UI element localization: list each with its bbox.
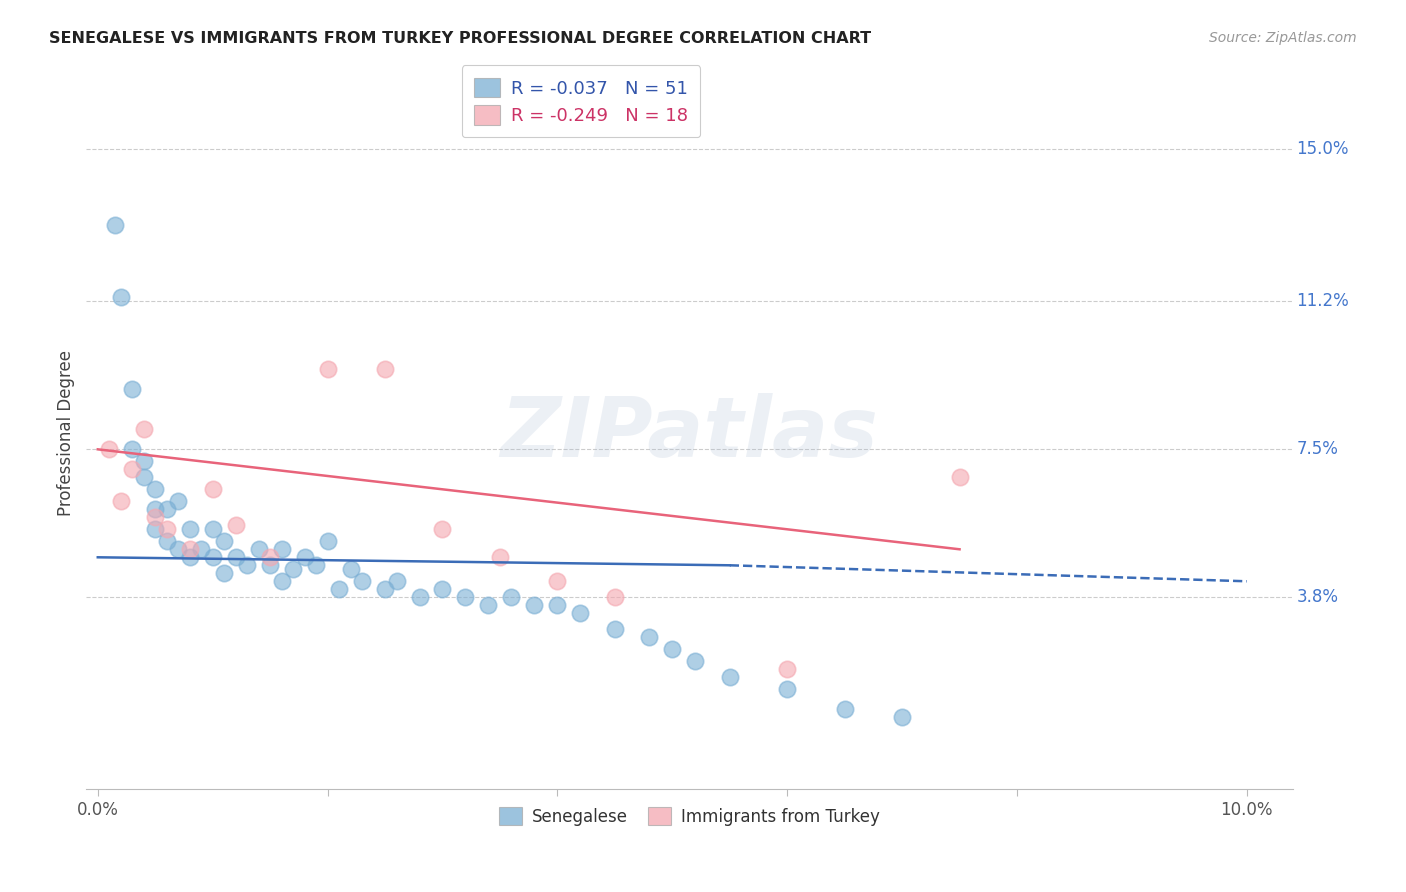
Point (408, 591, 430, 605)
Point (685, 654, 707, 668)
Text: Source: ZipAtlas.com: Source: ZipAtlas.com (1209, 31, 1357, 45)
Point (638, 630, 661, 644)
Point (132, 454, 155, 468)
Text: 11.2%: 11.2% (1296, 293, 1350, 310)
Point (212, 534, 235, 549)
Point (132, 422, 155, 436)
Point (432, 522, 454, 536)
Point (603, 622, 626, 636)
Point (776, 662, 799, 676)
Point (454, 591, 477, 605)
Point (179, 550, 201, 565)
Point (212, 566, 235, 581)
Point (156, 522, 179, 536)
Text: SENEGALESE VS IMMIGRANTS FROM TURKEY PROFESSIONAL DEGREE CORRELATION CHART: SENEGALESE VS IMMIGRANTS FROM TURKEY PRO… (49, 31, 872, 46)
Point (104, 219, 127, 233)
Point (501, 591, 523, 605)
Point (316, 362, 339, 376)
Point (179, 542, 201, 557)
Point (236, 558, 259, 573)
Text: 15.0%: 15.0% (1296, 140, 1348, 159)
Point (201, 483, 224, 497)
Point (948, 470, 970, 484)
Point (247, 542, 270, 557)
Point (167, 542, 190, 557)
Point (190, 542, 212, 557)
Point (110, 494, 132, 508)
Point (569, 607, 592, 621)
Point (156, 502, 179, 516)
Point (110, 290, 132, 304)
Point (143, 483, 166, 497)
Point (477, 599, 499, 613)
Point (374, 362, 396, 376)
Point (270, 542, 292, 557)
Point (121, 442, 143, 457)
Point (201, 550, 224, 565)
Point (294, 550, 316, 565)
Point (834, 702, 856, 716)
Point (143, 522, 166, 536)
Point (201, 522, 224, 536)
Point (339, 562, 361, 576)
Point (179, 522, 201, 536)
Text: 7.5%: 7.5% (1296, 441, 1339, 458)
Point (661, 642, 683, 657)
Y-axis label: Professional Degree: Professional Degree (58, 351, 75, 516)
Point (489, 550, 512, 565)
Point (352, 574, 374, 589)
Point (385, 574, 408, 589)
Point (718, 670, 741, 684)
Point (167, 494, 190, 508)
Point (316, 534, 339, 549)
Point (432, 582, 454, 597)
Point (523, 599, 546, 613)
Point (98, 442, 121, 457)
Point (776, 682, 799, 697)
Text: 3.8%: 3.8% (1296, 589, 1339, 607)
Point (132, 470, 155, 484)
Point (270, 574, 292, 589)
Point (891, 710, 914, 724)
Point (225, 518, 247, 533)
Point (121, 462, 143, 476)
Point (546, 599, 568, 613)
Point (143, 502, 166, 516)
Point (328, 582, 350, 597)
Point (281, 562, 304, 576)
Point (546, 574, 568, 589)
Point (121, 382, 143, 396)
Point (603, 591, 626, 605)
Point (374, 582, 396, 597)
Legend: Senegalese, Immigrants from Turkey: Senegalese, Immigrants from Turkey (491, 799, 889, 834)
Point (305, 558, 328, 573)
Point (225, 550, 247, 565)
Point (259, 558, 281, 573)
Point (156, 534, 179, 549)
Point (143, 510, 166, 524)
Text: ZIPatlas: ZIPatlas (501, 392, 879, 474)
Point (259, 550, 281, 565)
